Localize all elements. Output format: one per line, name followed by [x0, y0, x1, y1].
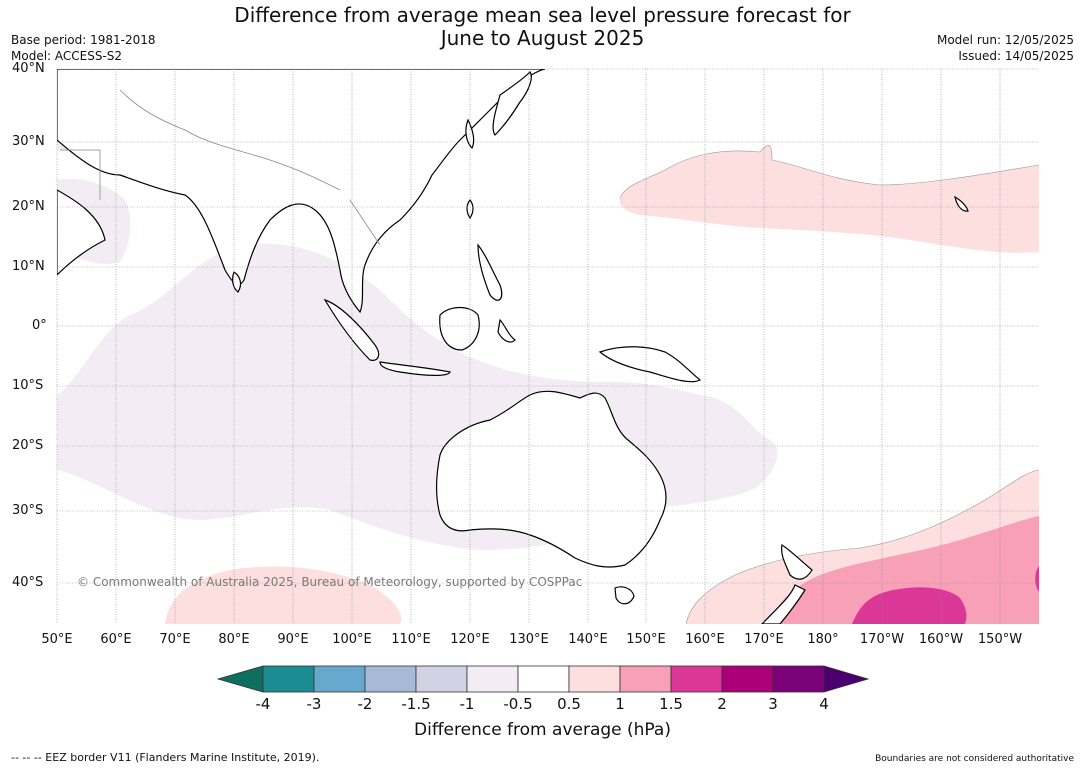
strong-positive-anomaly-region	[852, 587, 967, 624]
issued-date: Issued: 14/05/2025	[958, 49, 1074, 63]
copyright-notice: © Commonwealth of Australia 2025, Bureau…	[77, 575, 583, 589]
colorbar-bin	[517, 665, 570, 693]
model-run-date: Model run: 12/05/2025	[936, 33, 1074, 47]
asia-mainland	[57, 69, 546, 314]
title-line-1: Difference from average mean sea level p…	[234, 3, 851, 27]
colorbar-tick-label: -4	[255, 695, 271, 713]
lat-label: 10°S	[12, 378, 44, 393]
colorbar-bin	[415, 665, 468, 693]
lon-label: 160°W	[918, 632, 964, 647]
moderate-positive-anomaly-region	[770, 516, 1039, 624]
lon-label: 70°E	[159, 632, 191, 647]
boundaries-disclaimer: Boundaries are not considered authoritat…	[875, 754, 1074, 764]
sri-lanka-landmass	[232, 271, 242, 293]
lat-label: 0°	[32, 318, 47, 333]
lon-label: 100°E	[332, 632, 372, 647]
colorbar-tick-label: 4	[819, 695, 829, 713]
sumatra-landmass	[323, 298, 380, 361]
colorbar-bin	[772, 665, 825, 693]
java-landmass	[379, 361, 451, 376]
lat-label: 20°S	[12, 438, 44, 453]
colorbar-bin	[721, 665, 774, 693]
japan-islands	[492, 71, 532, 136]
colorbar-bin	[364, 665, 417, 693]
colorbar-bin	[619, 665, 672, 693]
lon-label: 170°W	[859, 632, 905, 647]
tasmania-landmass	[614, 586, 635, 605]
colorbar-title: Difference from average (hPa)	[414, 720, 671, 740]
colorbar-tick-label: -3	[306, 695, 322, 713]
strong-positive-anomaly-edge	[1035, 566, 1039, 592]
lon-label: 170°E	[744, 632, 784, 647]
coastlines	[57, 69, 969, 624]
colorbar-tick-label: -0.5	[503, 695, 533, 713]
colorbar-tick-label: 1.5	[659, 695, 683, 713]
colorbar-bin	[670, 665, 723, 693]
lon-label: 150°E	[626, 632, 666, 647]
colorbar-bin	[568, 665, 621, 693]
base-period: Base period: 1981-2018	[11, 33, 156, 47]
australia-landmass	[436, 390, 667, 568]
colorbar-under-arrow	[216, 665, 264, 693]
colorbar-over-arrow	[823, 665, 870, 693]
lon-label: 110°E	[391, 632, 431, 647]
country-borders	[60, 89, 381, 246]
colorbar-tick-label: 2	[717, 695, 727, 713]
run-info: Model run: 12/05/2025 Issued: 14/05/2025	[937, 32, 1074, 64]
lat-label: 20°N	[12, 199, 45, 214]
colorbar-tick-label: -1.5	[401, 695, 431, 713]
lat-label: 40°S	[12, 575, 44, 590]
colorbar-bin	[466, 665, 519, 693]
philippines-landmass	[477, 243, 503, 301]
colorbar-bin	[262, 665, 315, 693]
new-guinea-landmass	[598, 346, 702, 383]
new-zealand-north-landmass	[781, 544, 813, 580]
graticule	[56, 68, 1039, 624]
lon-label: 160°E	[685, 632, 725, 647]
hawaii-islands	[954, 195, 969, 212]
colorbar-tick-label: 0.5	[557, 695, 581, 713]
positive-anomaly-region-south-indian	[165, 566, 402, 624]
lon-label: 130°E	[509, 632, 549, 647]
lat-label: 30°N	[12, 134, 45, 149]
new-zealand-south-landmass	[761, 584, 806, 624]
title-line-2: June to August 2025	[440, 26, 645, 50]
lon-label: 150°W	[977, 632, 1023, 647]
chart-title: Difference from average mean sea level p…	[0, 4, 1085, 50]
model-info: Base period: 1981-2018 Model: ACCESS-S2	[11, 32, 156, 64]
colorbar-tick-label: 3	[768, 695, 778, 713]
positive-anomaly-region-north-pacific	[619, 145, 1039, 253]
lon-label: 90°E	[277, 632, 309, 647]
colorbar-tick-label: 1	[615, 695, 625, 713]
lon-label: 60°E	[100, 632, 132, 647]
lon-label: 140°E	[568, 632, 608, 647]
lon-label: 180°	[807, 632, 839, 647]
colorbar-tick-label: -1	[459, 695, 475, 713]
eez-border-legend: -- -- -- EEZ border V11 (Flanders Marine…	[11, 751, 320, 764]
colorbar-bin	[313, 665, 366, 693]
sulawesi-landmass	[497, 318, 516, 343]
lat-label: 40°N	[12, 61, 45, 76]
borneo-landmass	[439, 306, 480, 351]
model-name: Model: ACCESS-S2	[11, 49, 123, 63]
lon-label: 50°E	[41, 632, 73, 647]
lat-label: 30°S	[12, 503, 44, 518]
lat-label: 10°N	[12, 259, 45, 274]
lon-label: 80°E	[218, 632, 250, 647]
lon-label: 120°E	[450, 632, 490, 647]
colorbar-tick-label: -2	[357, 695, 373, 713]
